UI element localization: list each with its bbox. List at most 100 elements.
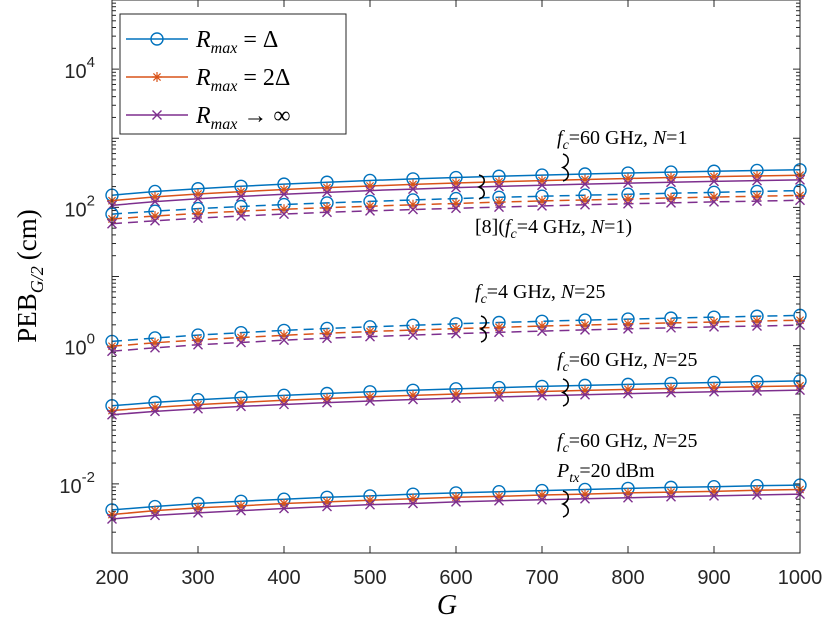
marker-star [752, 170, 762, 181]
marker-x [451, 393, 461, 404]
marker-star [408, 325, 418, 336]
plot-frame [111, 0, 801, 554]
marker-star [322, 182, 332, 193]
marker-x [193, 339, 203, 350]
marker-x [150, 510, 160, 521]
marker-star [623, 318, 633, 329]
marker-x [150, 342, 160, 353]
marker-star [666, 383, 676, 394]
marker-star [709, 316, 719, 327]
marker-star [537, 490, 547, 501]
marker-x [494, 391, 504, 402]
marker-x [236, 337, 246, 348]
marker-x [408, 498, 418, 509]
x-tick-labels: 200 300 400 500 600 700 800 900 1000 [95, 567, 822, 589]
marker-x [322, 333, 332, 344]
marker-x [279, 399, 289, 410]
y-tick-labels: 10-2 100 102 104 [59, 54, 95, 498]
marker-x [752, 175, 762, 186]
marker-x [494, 495, 504, 506]
marker-x [322, 397, 332, 408]
marker-x [193, 193, 203, 204]
y-tick-label: 102 [64, 192, 95, 221]
marker-star [494, 491, 504, 502]
y-axis-label: PEBG/2 (cm) [12, 209, 47, 343]
marker-star [365, 326, 375, 337]
marker-star [193, 334, 203, 345]
marker-star [150, 505, 160, 516]
marker-star [666, 317, 676, 328]
marker-x [279, 189, 289, 200]
marker-x [322, 207, 332, 218]
marker-star [623, 194, 633, 205]
annotation-a4: fc=60 GHz, N=25 [557, 349, 697, 375]
marker-star [193, 502, 203, 513]
marker-star [537, 195, 547, 206]
brace-mark [560, 490, 570, 518]
marker-circle [150, 32, 164, 46]
marker-x [322, 187, 332, 198]
marker-star [365, 495, 375, 506]
marker-star [666, 487, 676, 498]
marker-x [623, 178, 633, 189]
marker-star [451, 388, 461, 399]
marker-star [408, 179, 418, 190]
marker-x [752, 385, 762, 396]
marker-x [279, 335, 289, 346]
marker-x [408, 330, 418, 341]
x-tick-label: 900 [697, 567, 730, 589]
marker-x [666, 197, 676, 208]
marker-x [752, 490, 762, 501]
marker-x [537, 390, 547, 401]
marker-star [193, 189, 203, 200]
marker-star [236, 397, 246, 408]
marker-x [365, 185, 375, 196]
marker-x [709, 196, 719, 207]
marker-x [537, 180, 547, 191]
annotation-braces [476, 153, 570, 518]
marker-x [709, 321, 719, 332]
curve-group [105, 374, 807, 420]
marker-x [623, 388, 633, 399]
brace-mark [560, 153, 570, 182]
marker-star [236, 206, 246, 217]
marker-star [279, 330, 289, 341]
marker-star [580, 319, 590, 330]
marker-x [451, 328, 461, 339]
curve-group [105, 183, 807, 229]
marker-x [580, 179, 590, 190]
marker-star [580, 194, 590, 205]
marker-x [494, 202, 504, 213]
marker-x [279, 503, 289, 514]
legend-label: Rmax → ∞ [195, 103, 290, 133]
marker-star [322, 202, 332, 213]
marker-star [494, 322, 504, 333]
marker-x [752, 321, 762, 332]
marker-x [193, 403, 203, 414]
marker-x [537, 494, 547, 505]
marker-star [279, 395, 289, 406]
annotation-a6: Ptx=20 dBm [556, 460, 655, 486]
y-tick-label: 10-2 [59, 469, 95, 498]
marker-x [709, 176, 719, 187]
y-label-unit: (cm) [12, 209, 42, 260]
marker-x [494, 181, 504, 192]
marker-star [150, 191, 160, 202]
marker-star [322, 496, 332, 507]
marker-x [451, 496, 461, 507]
marker-x [580, 324, 590, 335]
y-tick-label: 100 [64, 331, 95, 360]
marker-star [752, 381, 762, 392]
marker-star [150, 337, 160, 348]
marker-x [666, 322, 676, 333]
marker-star [451, 178, 461, 189]
marker-x [537, 326, 547, 337]
marker-x [623, 323, 633, 334]
y-label-sub: G/2 [27, 266, 47, 293]
marker-x [322, 501, 332, 512]
marker-x [365, 205, 375, 216]
marker-x [193, 507, 203, 518]
marker-x [451, 203, 461, 214]
marker-star [408, 199, 418, 210]
x-tick-label: 1000 [778, 567, 823, 589]
